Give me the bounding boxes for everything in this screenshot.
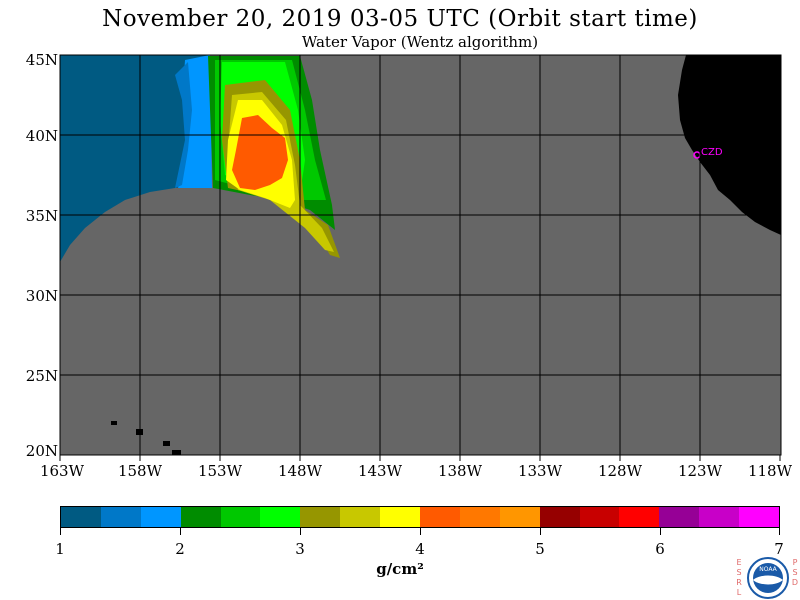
colorbar-tick [779,528,780,535]
colorbar-segment [579,507,620,527]
colorbar-segment [420,507,460,527]
colorbar-segment [340,507,381,527]
logo-left-letters: E S R L [734,558,744,598]
colorbar-tick [60,528,61,535]
lat-label-30n: 30N [25,287,58,305]
noaa-badge-text: NOAA [759,566,777,573]
swath-orange [232,115,288,190]
california-land [678,55,781,235]
colorbar-label-3: 3 [295,540,305,558]
colorbar-tick [660,528,661,535]
lat-label-20n: 20N [25,442,58,460]
logo-letter: L [736,588,742,597]
lon-label-128w: 128W [597,462,643,480]
lat-label-40n: 40N [25,127,58,145]
map-frame [59,54,782,456]
lon-label-118w: 118W [747,462,793,480]
colorbar-segment [459,507,500,527]
lon-label-158w: 158W [117,462,163,480]
lon-label-153w: 153W [197,462,243,480]
lat-label-25n: 25N [25,367,58,385]
colorbar-segment [619,507,660,527]
lat-label-45n: 45N [25,51,58,69]
colorbar-tick [420,528,421,535]
lon-label-133w: 133W [517,462,563,480]
colorbar-label-1: 1 [55,540,65,558]
axis-ticks [59,455,781,461]
colorbar-segment [699,507,740,527]
logo-letter: S [792,568,798,577]
colorbar-segment [140,507,181,527]
colorbar [60,506,780,528]
colorbar-segment [499,507,540,527]
colorbar-label-4: 4 [415,540,425,558]
logo-letter: R [736,578,742,587]
colorbar-segment [659,507,700,527]
swath-dark-blue [60,55,210,262]
lon-label-163w: 163W [39,462,85,480]
lon-label-138w: 138W [437,462,483,480]
logo-letter: E [736,558,742,567]
lat-label-35n: 35N [25,207,58,225]
lon-label-143w: 143W [357,462,403,480]
noaa-logo-icon: NOAA [747,557,789,599]
colorbar-label-2: 2 [175,540,185,558]
logo-letter: D [791,578,799,587]
colorbar-segment [739,507,780,527]
noaa-esrl-psd-logo: E S R L NOAA P S D [732,556,800,600]
map-gridlines [60,55,781,455]
colorbar-tick [300,528,301,535]
map-title: November 20, 2019 03-05 UTC (Orbit start… [102,6,698,32]
site-label: CZD [701,147,723,158]
logo-letter: P [792,558,798,567]
lon-label-148w: 148W [277,462,323,480]
colorbar-unit: g/cm² [376,560,424,578]
colorbar-segment [100,507,141,527]
colorbar-label-7: 7 [774,540,784,558]
colorbar-tick [180,528,181,535]
logo-right-letters: P S D [790,558,800,588]
lon-label-123w: 123W [677,462,723,480]
colorbar-segment [61,507,101,527]
colorbar-segment [539,507,580,527]
hawaii-island-big [172,450,181,455]
colorbar-segment [220,507,261,527]
colorbar-label-5: 5 [535,540,545,558]
swath-mid-blue [175,62,192,188]
colorbar-segment [300,507,341,527]
colorbar-tick [540,528,541,535]
colorbar-segment [180,507,221,527]
colorbar-segment [380,507,421,527]
colorbar-label-6: 6 [655,540,665,558]
hawaii-island-kauai [111,421,117,425]
hawaii-island-maui [163,441,170,446]
map-subtitle: Water Vapor (Wentz algorithm) [301,33,539,51]
colorbar-segment [260,507,301,527]
logo-letter: S [736,568,742,577]
